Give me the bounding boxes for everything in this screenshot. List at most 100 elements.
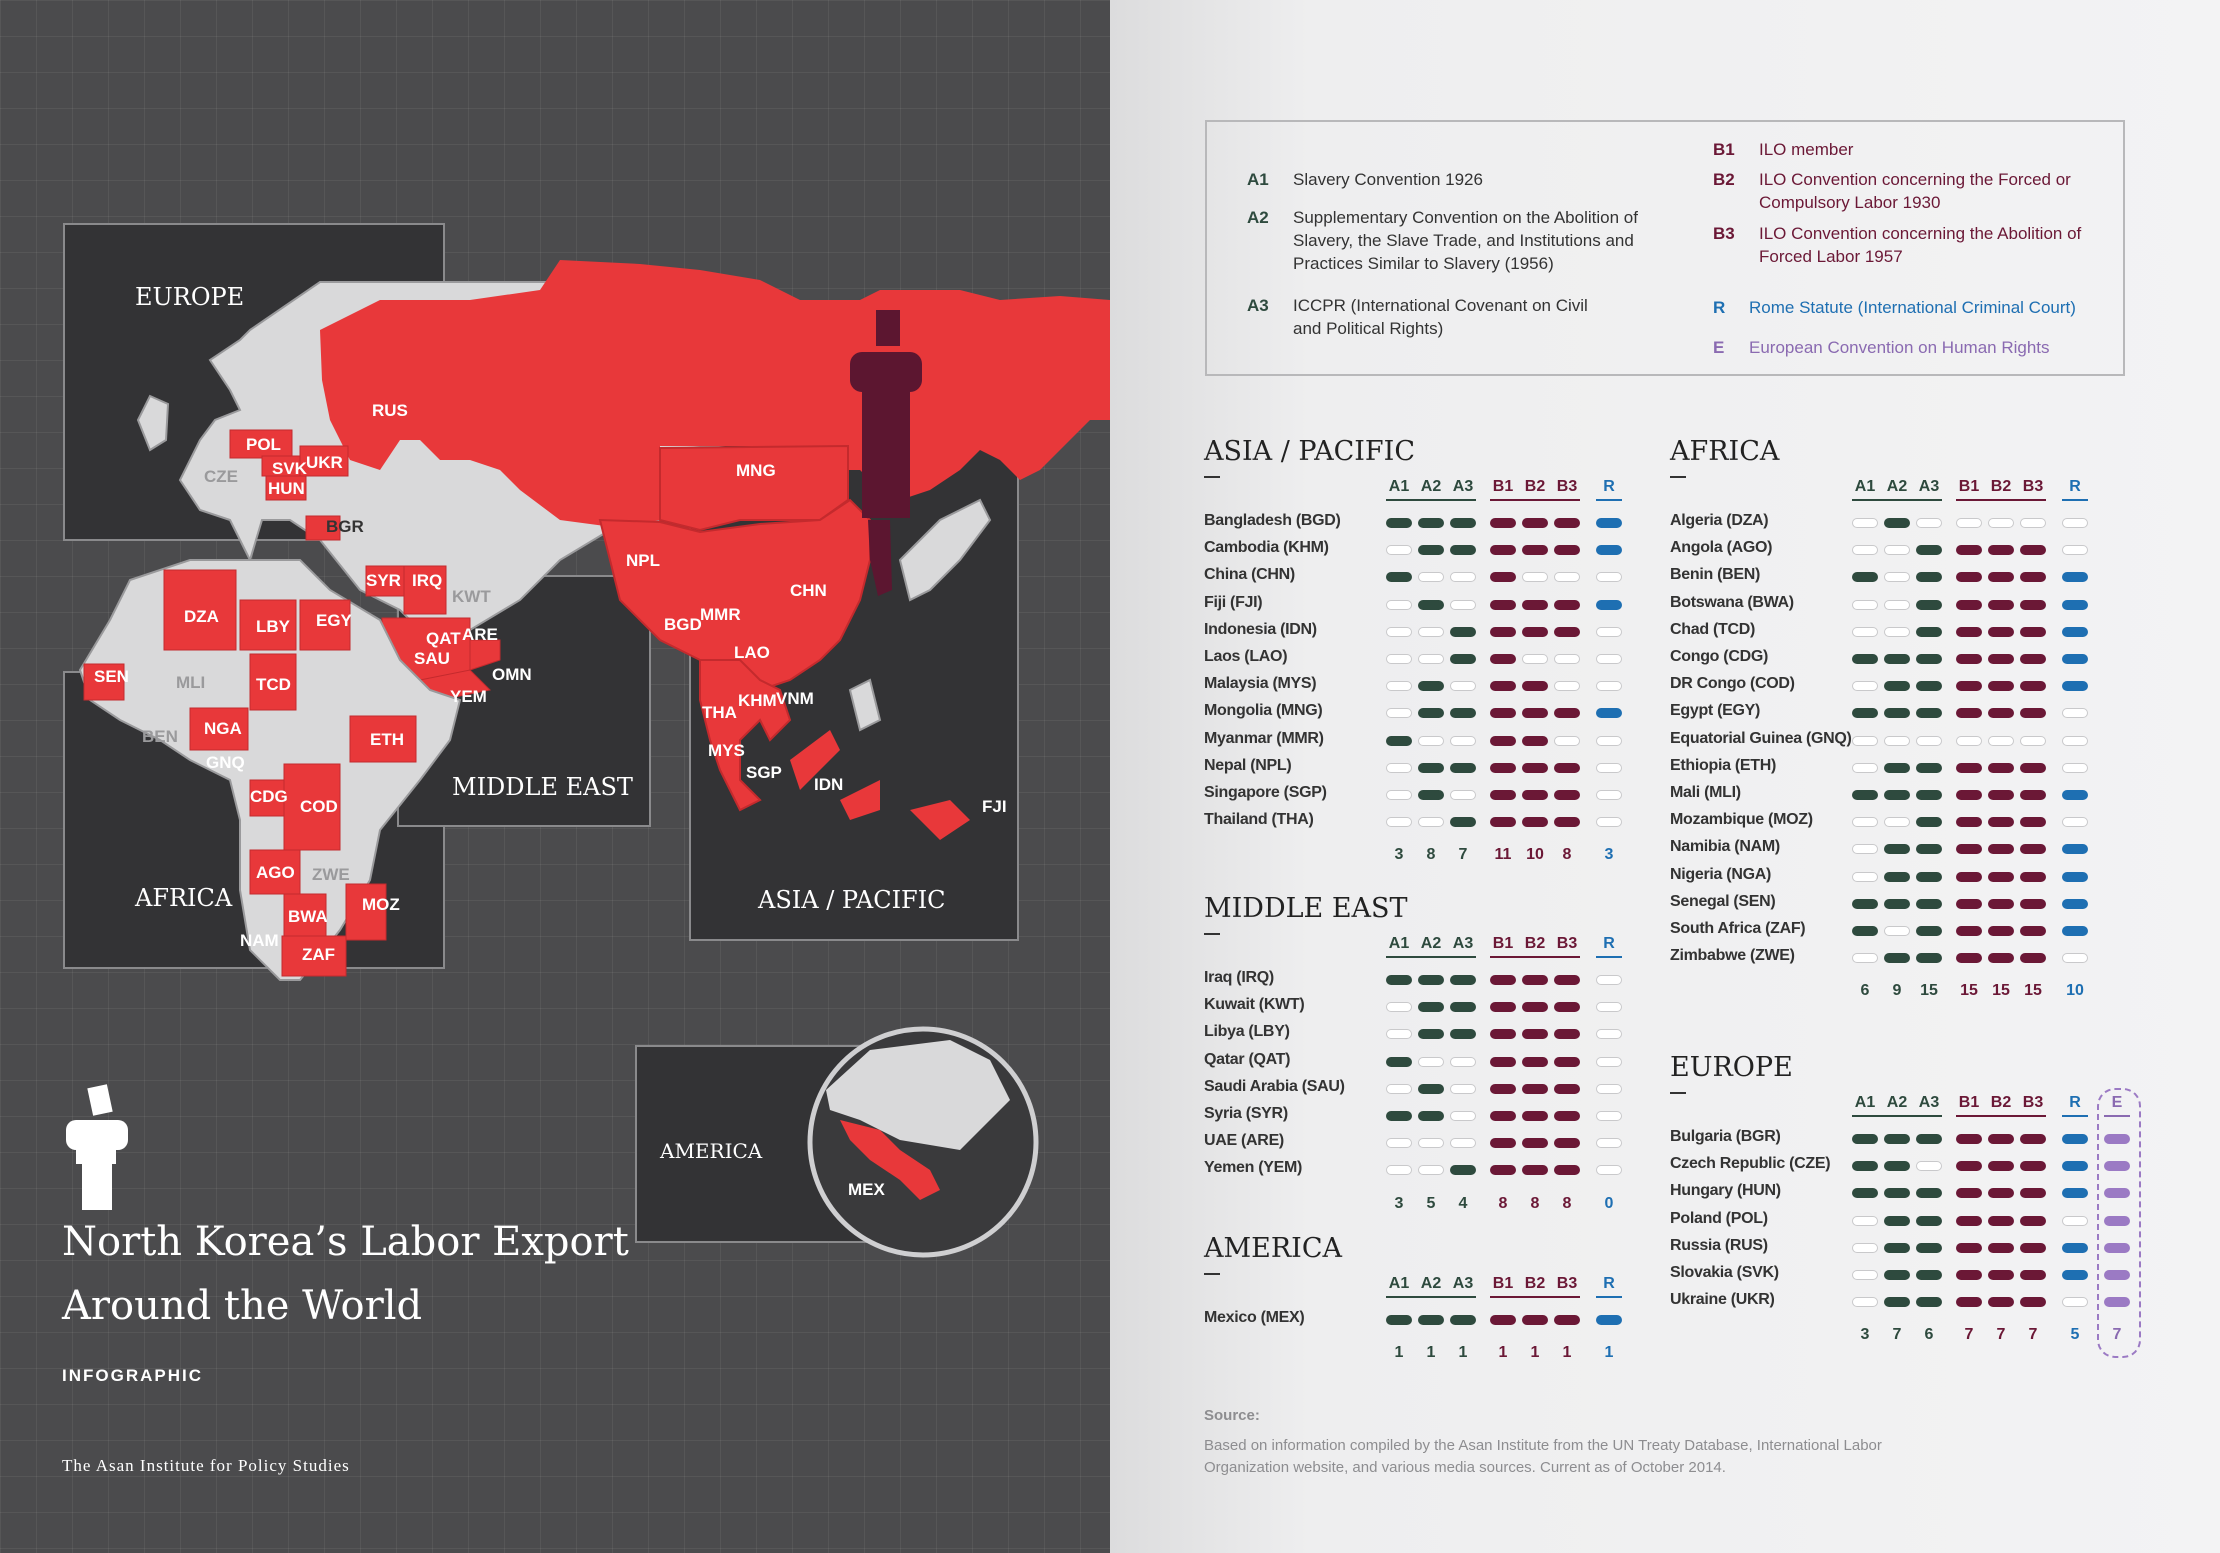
- treaty-status-b1: [1956, 844, 1982, 855]
- treaty-status-a1: [1852, 1242, 1878, 1253]
- treaty-status-a1: [1852, 1270, 1878, 1280]
- table-row: Slovakia (SVK): [1670, 1264, 2130, 1291]
- treaty-status-r: [2062, 790, 2088, 800]
- treaty-status-b3: [2020, 1134, 2046, 1144]
- treaty-status-a3: [1916, 735, 1942, 746]
- country-name: Yemen (YEM): [1204, 1159, 1303, 1177]
- treaty-status-a3: [1450, 1083, 1476, 1094]
- column-total-a1: 3: [1394, 1194, 1404, 1212]
- map-label-omn: OMN: [492, 665, 532, 684]
- column-group-underline: [1386, 499, 1476, 501]
- treaty-status-r: [2062, 518, 2088, 528]
- legend-code: B2: [1713, 170, 1735, 189]
- treaty-status-a3: [1450, 1111, 1476, 1121]
- country-mex: [840, 1120, 940, 1200]
- map-label-africa: AFRICA: [134, 884, 233, 912]
- treaty-status-a1: [1852, 1215, 1878, 1226]
- map-label-bgd: BGD: [664, 615, 702, 634]
- legend-text: ILO member: [1759, 140, 1854, 159]
- map-label-are: ARE: [462, 625, 498, 644]
- treaty-status-a2: [1884, 1161, 1910, 1172]
- map-label-bgr: BGR: [326, 517, 364, 536]
- treaty-status-r: [1596, 1056, 1622, 1067]
- treaty-status-a3: [1450, 762, 1476, 773]
- treaty-status-b2: [1522, 790, 1548, 800]
- treaty-status-b2: [1988, 871, 2014, 882]
- country-name: Slovakia (SVK): [1670, 1264, 1779, 1281]
- treaty-status-a2: [1884, 871, 1910, 882]
- column-total-a3: 15: [1920, 982, 1938, 1000]
- table-row: Egypt (EGY): [1670, 702, 2110, 729]
- treaty-status-a1: [1386, 654, 1412, 664]
- treaty-status-a3: [1916, 599, 1942, 610]
- column-header-a3: A3: [1452, 478, 1474, 495]
- treaty-status-a3: [1916, 1161, 1942, 1172]
- region-title: EUROPE: [1670, 1052, 1793, 1083]
- map-label-mys: MYS: [708, 741, 745, 760]
- treaty-status-a1: [1852, 735, 1878, 746]
- legend-text: Supplementary Convention on the Abolitio…: [1293, 208, 1638, 273]
- treaty-status-a1: [1386, 817, 1412, 828]
- legend-code: R: [1713, 298, 1726, 317]
- treaty-status-b3: [1554, 599, 1580, 610]
- treaty-status-b2: [1988, 953, 2014, 964]
- map-label-svk: SVK: [272, 459, 308, 478]
- table-row: Namibia (NAM): [1670, 838, 2110, 865]
- country-name: Kuwait (KWT): [1204, 996, 1305, 1014]
- map-label-america: AMERICA: [659, 1139, 763, 1163]
- column-group-underline: [1852, 1115, 1942, 1117]
- country-name: Syria (SYR): [1204, 1105, 1288, 1122]
- table-row: Nigeria (NGA): [1670, 866, 2110, 893]
- country-moz: [345, 883, 387, 941]
- treaty-status-b1: [1490, 626, 1516, 637]
- treaty-status-a1: [1852, 790, 1878, 800]
- treaty-status-b1: [1956, 953, 1982, 964]
- treaty-status-a2: [1418, 1056, 1444, 1067]
- table-row: South Africa (ZAF): [1670, 920, 2110, 947]
- column-total-a1: 3: [1860, 1326, 1870, 1344]
- treaty-status-r: [2062, 1242, 2088, 1253]
- column-total-a1: 6: [1860, 982, 1870, 1000]
- treaty-status-a3: [1450, 1165, 1476, 1176]
- treaty-status-b1: [1490, 817, 1516, 828]
- treaty-status-e: [2104, 1242, 2130, 1253]
- country-idn-3: [910, 800, 970, 840]
- map-label-kwt: KWT: [452, 587, 491, 606]
- treaty-status-b1: [1956, 762, 1982, 773]
- country-name: South Africa (ZAF): [1670, 920, 1806, 937]
- treaty-status-b1: [1490, 790, 1516, 800]
- table-row: Mongolia (MNG): [1204, 702, 1644, 729]
- column-header-e: E: [2111, 1094, 2123, 1111]
- treaty-status-b2: [1522, 1029, 1548, 1040]
- treaty-status-r: [1596, 1138, 1622, 1149]
- column-header-a1: A1: [1854, 478, 1876, 495]
- table-row: UAE (ARE): [1204, 1132, 1644, 1159]
- treaty-status-b3: [2020, 844, 2046, 855]
- treaty-status-b2: [1988, 572, 2014, 583]
- country-cod: [283, 763, 341, 851]
- table-row: Iraq (IRQ): [1204, 969, 1644, 996]
- treaty-status-b3: [2020, 790, 2046, 800]
- map-label-irq: IRQ: [412, 571, 442, 590]
- treaty-status-b1: [1490, 681, 1516, 692]
- treaty-status-b2: [1988, 1215, 2014, 1226]
- map-label-lao: LAO: [734, 643, 770, 662]
- country-eth: [349, 715, 417, 763]
- treaty-status-b3: [2020, 1297, 2046, 1308]
- country-name: Mali (MLI): [1670, 784, 1741, 801]
- column-header-r: R: [1603, 935, 1615, 952]
- table-row: Angola (AGO): [1670, 539, 2110, 566]
- treaty-status-b1: [1956, 1188, 1982, 1199]
- column-header-b3: B3: [2022, 478, 2044, 495]
- treaty-status-b2: [1988, 681, 2014, 692]
- country-name: Algeria (DZA): [1670, 512, 1769, 529]
- treaty-status-b2: [1988, 1134, 2014, 1144]
- column-total-a3: 6: [1924, 1326, 1934, 1344]
- treaty-status-b2: [1988, 844, 2014, 855]
- column-group-underline: [1596, 499, 1622, 501]
- table-row: Nepal (NPL): [1204, 757, 1644, 784]
- country-name: Ukraine (UKR): [1670, 1291, 1775, 1309]
- treaty-status-a2: [1884, 545, 1910, 556]
- treaty-status-a1: [1852, 681, 1878, 692]
- treaty-status-b1: [1956, 1270, 1982, 1280]
